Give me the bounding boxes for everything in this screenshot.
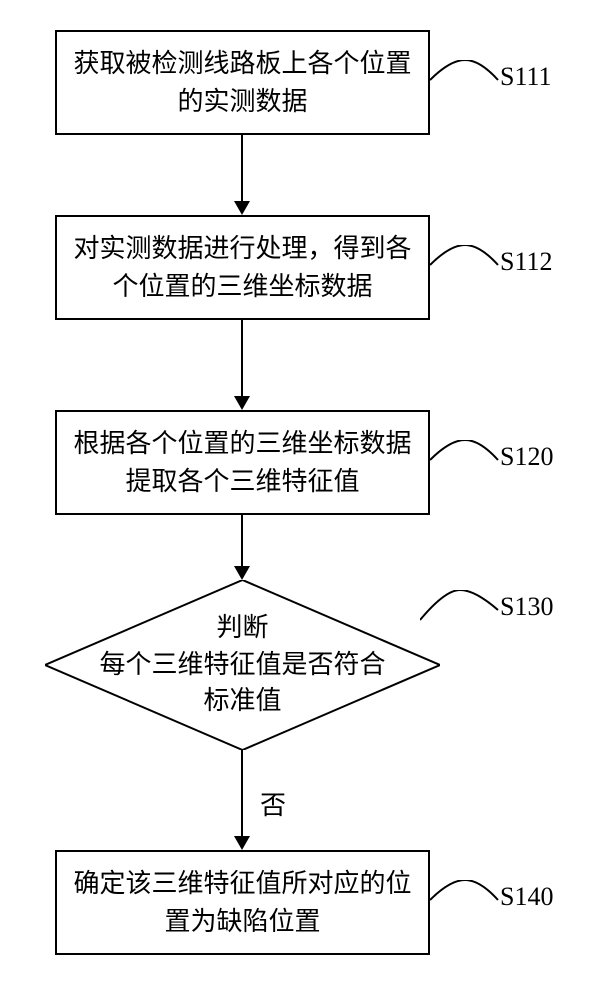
arrow-s130-s140	[241, 750, 243, 836]
process-box-s111: 获取被检测线路板上各个位置的实测数据	[55, 30, 430, 135]
step-label-s111: S111	[500, 62, 552, 92]
arrow-head-s111-s112	[234, 201, 250, 215]
process-box-s140: 确定该三维特征值所对应的位置为缺陷位置	[55, 850, 430, 955]
process-text-s112: 对实测数据进行处理，得到各个位置的三维坐标数据	[63, 224, 421, 311]
edge-label-no: 否	[260, 785, 286, 822]
process-box-s112: 对实测数据进行处理，得到各个位置的三维坐标数据	[55, 215, 430, 320]
arrow-s112-s120	[241, 320, 243, 396]
process-text-s120: 根据各个位置的三维坐标数据提取各个三维特征值	[63, 419, 421, 506]
arrow-s111-s112	[241, 135, 243, 201]
process-text-s111: 获取被检测线路板上各个位置的实测数据	[63, 39, 421, 126]
process-box-s120: 根据各个位置的三维坐标数据提取各个三维特征值	[55, 410, 430, 515]
arrow-head-s112-s120	[234, 396, 250, 410]
decision-box-s130: 判断每个三维特征值是否符合标准值	[45, 580, 440, 750]
step-label-s120: S120	[500, 442, 553, 472]
step-label-s112: S112	[500, 247, 553, 277]
label-connector-s130	[420, 590, 500, 630]
decision-text-s130: 判断每个三维特征值是否符合标准值	[45, 580, 440, 750]
arrow-s120-s130	[241, 515, 243, 566]
label-connector-s120	[430, 440, 500, 480]
flowchart-canvas: 获取被检测线路板上各个位置的实测数据 S111 对实测数据进行处理，得到各个位置…	[0, 0, 616, 1000]
arrow-head-s130-s140	[234, 836, 250, 850]
step-label-s130: S130	[500, 592, 553, 622]
step-label-s140: S140	[500, 882, 553, 912]
label-connector-s140	[430, 880, 500, 920]
arrow-head-s120-s130	[234, 566, 250, 580]
label-connector-s111	[430, 60, 500, 100]
label-connector-s112	[430, 245, 500, 285]
process-text-s140: 确定该三维特征值所对应的位置为缺陷位置	[63, 859, 421, 946]
